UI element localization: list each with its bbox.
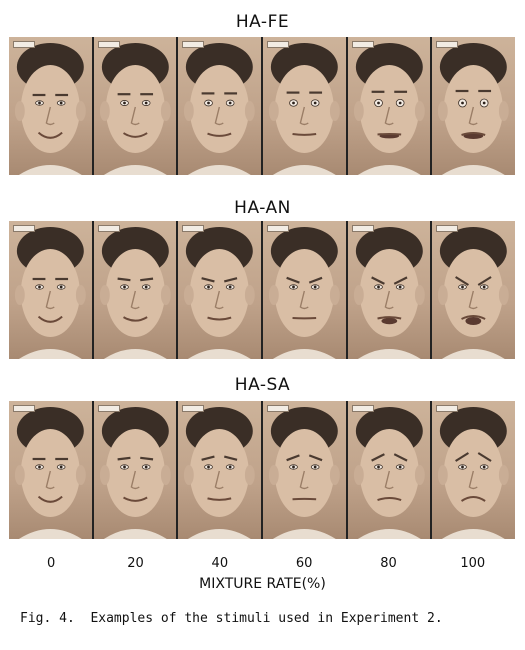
- frame-tag: [97, 41, 120, 48]
- tick-label: 0: [47, 556, 56, 571]
- face-drawing: [438, 43, 510, 175]
- face-image: [432, 221, 516, 359]
- tick-label: 60: [295, 556, 313, 571]
- frame-tag: [267, 405, 290, 412]
- tick-label: 100: [460, 556, 486, 571]
- face-drawing: [438, 407, 510, 539]
- frame-tag: [267, 41, 290, 48]
- face-image: [347, 37, 431, 175]
- face-drawing: [353, 43, 425, 175]
- face-drawing: [184, 227, 256, 359]
- face-image: [432, 401, 516, 539]
- frame-tag: [182, 41, 205, 48]
- face-image: [263, 221, 346, 359]
- figure-caption: Fig. 4. Examples of the stimuli used in …: [20, 611, 443, 626]
- frame-tag: [97, 225, 120, 232]
- face-row-ha-fe: [9, 37, 516, 175]
- frame-tag: [267, 225, 290, 232]
- face-drawing: [438, 227, 510, 359]
- face-row-ha-sa: [9, 401, 516, 539]
- face-image: [93, 401, 177, 539]
- face-image: [347, 401, 431, 539]
- mixture-rate-ticks: 0 20 40 60 80 100: [9, 556, 515, 574]
- face-drawing: [353, 227, 425, 359]
- face-drawing: [268, 407, 340, 539]
- face-image: [9, 37, 92, 175]
- face-image: [263, 401, 346, 539]
- frame-tag: [182, 225, 205, 232]
- panel-title-ha-sa: HA-SA: [234, 375, 291, 395]
- face-image: [178, 37, 262, 175]
- face-drawing: [268, 43, 340, 175]
- frame-tag: [436, 41, 459, 48]
- face-image: [9, 221, 92, 359]
- panel-title-ha-fe: HA-FE: [235, 12, 290, 32]
- face-image: [178, 221, 262, 359]
- face-image: [93, 221, 177, 359]
- frame-tag: [182, 405, 205, 412]
- face-drawing: [99, 227, 171, 359]
- panel-title-ha-an: HA-AN: [234, 198, 291, 218]
- face-row-ha-an: [9, 221, 516, 359]
- face-drawing: [184, 407, 256, 539]
- tick-label: 20: [127, 556, 144, 571]
- tick-label: 40: [211, 556, 229, 571]
- frame-tag: [13, 41, 35, 48]
- face-drawing: [353, 407, 425, 539]
- face-drawing: [14, 43, 86, 175]
- frame-tag: [436, 405, 459, 412]
- frame-tag: [13, 225, 35, 232]
- frame-tag: [97, 405, 120, 412]
- axis-label: MIXTURE RATE(%): [199, 576, 326, 592]
- face-drawing: [268, 227, 340, 359]
- face-drawing: [184, 43, 256, 175]
- face-image: [347, 221, 431, 359]
- face-image: [9, 401, 92, 539]
- frame-tag: [436, 225, 459, 232]
- face-drawing: [14, 407, 86, 539]
- face-image: [263, 37, 346, 175]
- frame-tag: [13, 405, 35, 412]
- face-image: [178, 401, 262, 539]
- face-drawing: [99, 407, 171, 539]
- face-drawing: [99, 43, 171, 175]
- frame-tag: [351, 225, 374, 232]
- face-drawing: [14, 227, 86, 359]
- frame-tag: [351, 405, 374, 412]
- face-image: [432, 37, 516, 175]
- tick-label: 80: [380, 556, 397, 571]
- face-image: [93, 37, 177, 175]
- frame-tag: [351, 41, 374, 48]
